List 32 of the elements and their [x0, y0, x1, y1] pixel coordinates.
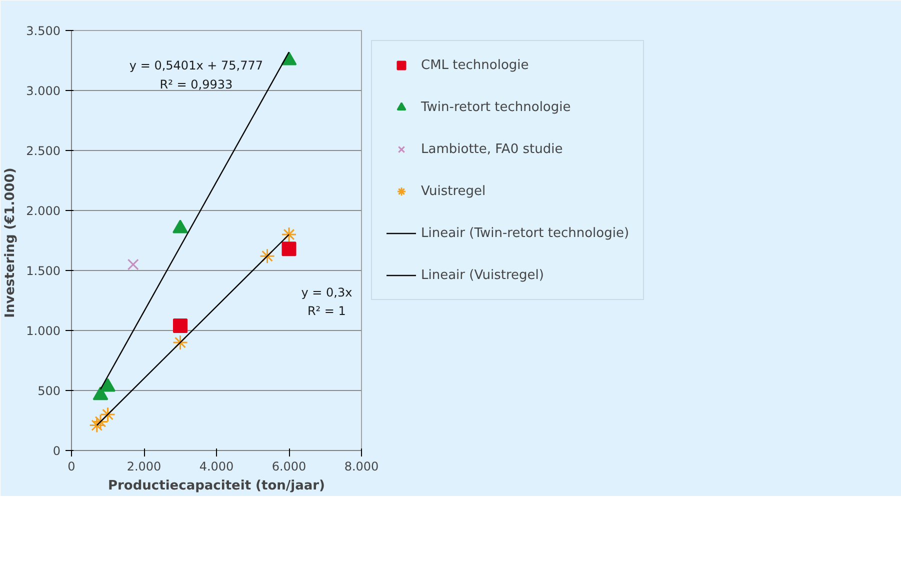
legend-label: Lineair (Vuistregel) — [421, 268, 544, 282]
x-tick-label: 4.000 — [199, 460, 234, 474]
x-tick-label: 2.000 — [126, 460, 162, 474]
annotation: R² = 0,9933 — [160, 77, 233, 92]
y-tick-label: 1.500 — [26, 264, 61, 278]
annotation: R² = 1 — [307, 304, 346, 318]
x-axis-title: Productiecapaciteit (ton/jaar) — [108, 478, 326, 494]
legend-label: CML technologie — [421, 58, 529, 72]
point — [260, 248, 275, 264]
y-tick-label: 2.500 — [26, 144, 61, 158]
legend-label: Vuistregel — [421, 184, 486, 198]
y-tick-label: 2.000 — [26, 204, 61, 218]
point — [89, 418, 105, 434]
x-tick-label: 6.000 — [272, 460, 306, 474]
y-tick-label: 500 — [38, 384, 60, 398]
legend-label: Lineair (Twin-retort technologie) — [421, 226, 630, 240]
x-tick-label: 0 — [68, 460, 76, 474]
point — [282, 242, 296, 256]
point — [92, 414, 108, 430]
y-tick-label: 3.000 — [26, 84, 61, 98]
y-tick-label: 3.500 — [26, 24, 61, 38]
point — [127, 258, 139, 270]
x-tick-label: 8.000 — [344, 460, 379, 474]
point — [173, 318, 188, 333]
annotation: y = 0,5401x + 75,777 — [129, 58, 263, 72]
y-tick-label: 0 — [52, 444, 61, 458]
y-axis-title: Investering (€1.000) — [3, 168, 18, 318]
annotation: y = 0,3x — [301, 285, 352, 300]
legend-label: Twin-retort technologie — [421, 100, 571, 114]
point — [281, 226, 297, 242]
legend-label: Lambiotte, FA0 studie — [421, 142, 563, 156]
y-tick-label: 1.000 — [26, 324, 61, 338]
